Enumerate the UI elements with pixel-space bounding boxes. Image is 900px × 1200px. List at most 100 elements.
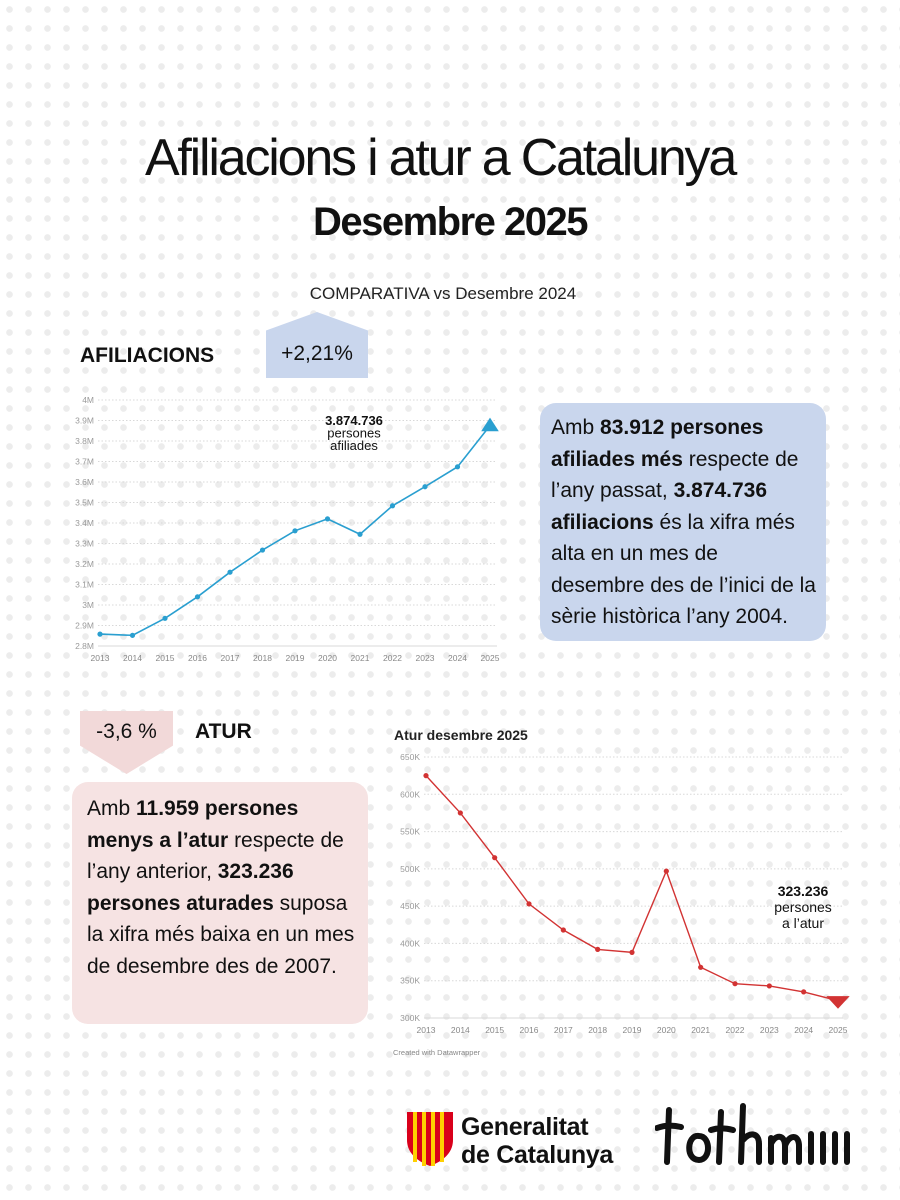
data-point [454, 464, 461, 470]
summary-text: respecte de l’any anterior, [87, 828, 344, 884]
afiliacions-summary-box: Amb 83.912 persones afiliades més respec… [540, 403, 826, 641]
afiliacions-change-badge: +2,21% [266, 312, 368, 378]
summary-highlight: 3.874.736 afiliacions [551, 479, 768, 534]
x-tick-label: 2022 [383, 653, 402, 663]
x-tick-label: 2017 [554, 1025, 573, 1035]
last-point-up-marker [481, 417, 499, 432]
x-tick-label: 2019 [286, 653, 305, 663]
summary-text: és la xifra més alta en un mes de desemb… [551, 510, 816, 629]
datawrapper-credit: Created with Datawrapper [393, 1048, 481, 1057]
x-tick-label: 2016 [188, 653, 207, 663]
x-tick-label: 2022 [726, 1025, 745, 1035]
y-tick-label: 550K [400, 827, 420, 837]
data-point [595, 946, 601, 952]
summary-text: respecte de l’any passat, [551, 447, 799, 503]
data-point [732, 981, 738, 987]
atur-annotation-line: persones [774, 899, 832, 915]
comparison-caption: COMPARATIVA vs Desembre 2024 [309, 284, 577, 303]
data-point [357, 531, 363, 537]
data-point [457, 810, 463, 816]
y-tick-label: 300K [400, 1013, 420, 1023]
atur-line-chart: Atur desembre 2025 300K 350K 400K 450K 500K 55… [393, 727, 850, 1057]
afiliacions-annotation-line: afiliades [330, 438, 378, 453]
x-tick-label: 2020 [657, 1025, 676, 1035]
data-point [227, 569, 233, 575]
data-point [422, 484, 428, 490]
y-tick-label: 3.9M [75, 416, 94, 426]
data-point [492, 855, 498, 861]
y-tick-label: 650K [400, 752, 420, 762]
atur-summary-box: Amb 11.959 persones menys a l’atur respe… [72, 782, 368, 1024]
afiliacions-annotation-line: 3.874.736 [325, 413, 383, 428]
atur-annotation-line: 323.236 [778, 883, 829, 899]
y-tick-label: 3.4M [75, 518, 94, 528]
atur-annotation-line: a l’atur [782, 915, 824, 931]
atur-label: ATUR [195, 720, 252, 743]
y-tick-label: 500K [400, 864, 420, 874]
summary-text: suposa la xifra més baixa en un mes de d… [87, 891, 355, 978]
x-tick-label: 2015 [485, 1025, 504, 1035]
y-tick-label: 3M [82, 600, 94, 610]
data-point [698, 964, 704, 970]
y-tick-label: 450K [400, 901, 420, 911]
x-tick-label: 2023 [416, 653, 435, 663]
y-tick-label: 400K [400, 938, 420, 948]
generalitat-name-line1: Generalitat [461, 1113, 589, 1141]
x-tick-label: 2014 [123, 653, 142, 663]
data-point [162, 615, 168, 621]
x-tick-label: 2015 [156, 653, 175, 663]
data-point [97, 631, 103, 637]
last-point-down-marker [826, 996, 850, 1009]
y-tick-label: 4M [82, 395, 94, 405]
y-tick-label: 3.6M [75, 477, 94, 487]
x-tick-label: 2013 [91, 653, 110, 663]
series-line [425, 775, 839, 1002]
data-point [129, 632, 136, 638]
x-tick-label: 2019 [623, 1025, 642, 1035]
y-tick-label: 3.5M [75, 498, 94, 508]
summary-highlight: 323.236 persones aturades [87, 860, 294, 915]
summary-highlight: 11.959 persones menys a l’atur [87, 797, 299, 852]
data-point [423, 773, 429, 779]
data-point [292, 528, 298, 534]
data-point [560, 927, 566, 933]
page-title: Afiliacions i atur a Catalunya [144, 129, 737, 187]
data-point [801, 989, 807, 995]
data-point [663, 868, 669, 874]
y-tick-label: 600K [400, 789, 420, 799]
x-tick-label: 2025 [481, 653, 500, 663]
afiliacions-line-chart: 2.8M 2.9M 3M 3.1M 3.2M 3.3M 3.4M 3.5M 3.6M 3.7M 3.… [75, 395, 500, 663]
y-tick-label: 3.8M [75, 436, 94, 446]
afiliacions-label: AFILIACIONS [80, 344, 215, 367]
x-tick-label: 2017 [221, 653, 240, 663]
x-tick-label: 2020 [318, 653, 337, 663]
summary-highlight: 83.912 persones afiliades més [551, 416, 764, 471]
y-tick-label: 3.3M [75, 539, 94, 549]
tothom-logo: tothom [655, 1103, 850, 1165]
afiliacions-annotation-line: persones [327, 426, 381, 441]
generalitat-name-line2: de Catalunya [461, 1141, 614, 1169]
x-tick-label: 2016 [520, 1025, 539, 1035]
generalitat-name: Generalitat de Catalunya [461, 1113, 613, 1169]
y-tick-label: 350K [400, 976, 420, 986]
x-tick-label: 2025 [829, 1025, 848, 1035]
data-point [324, 516, 331, 522]
x-tick-label: 2013 [417, 1025, 436, 1035]
afiliacions-change-value: +2,21% [281, 342, 353, 365]
x-tick-label: 2018 [253, 653, 272, 663]
x-tick-label: 2018 [588, 1025, 607, 1035]
x-tick-label: 2024 [794, 1025, 813, 1035]
y-tick-label: 3.7M [75, 457, 94, 467]
x-tick-label: 2024 [448, 653, 467, 663]
generalitat-logo [407, 1112, 453, 1166]
data-point [389, 503, 396, 509]
page-subtitle: Desembre 2025 [312, 200, 589, 244]
x-tick-label: 2021 [351, 653, 370, 663]
x-tick-label: 2023 [760, 1025, 779, 1035]
summary-text: Amb [87, 797, 137, 820]
atur-change-value: -3,6 % [96, 720, 157, 743]
y-tick-label: 2.9M [75, 621, 94, 631]
y-tick-label: 2.8M [75, 641, 94, 651]
data-point [526, 901, 532, 907]
x-tick-label: 2014 [451, 1025, 470, 1035]
